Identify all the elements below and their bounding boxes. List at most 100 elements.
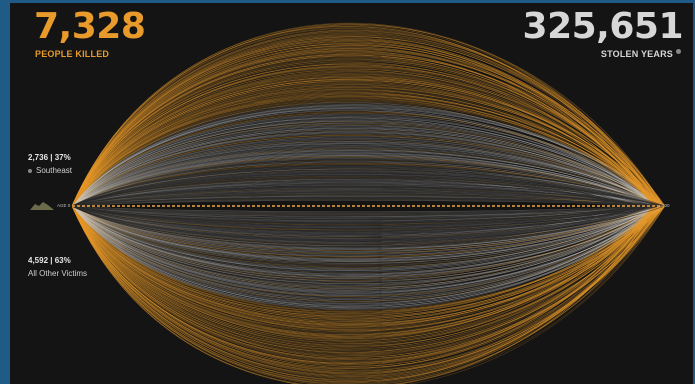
arc-line	[71, 205, 658, 257]
axis-end-label: 100	[662, 203, 670, 208]
arc-line	[71, 205, 650, 224]
arc-line	[71, 205, 658, 263]
arc-line	[71, 205, 656, 286]
arc-line	[71, 71, 665, 207]
arc-line	[71, 205, 665, 358]
arc-line	[71, 117, 656, 207]
arc-line	[71, 44, 662, 207]
arc-line	[71, 137, 659, 207]
arc-line	[71, 205, 658, 344]
arc-line	[71, 150, 661, 207]
arc-line	[71, 115, 660, 207]
arc-line	[71, 177, 631, 207]
arc-line	[71, 140, 660, 207]
arc-line	[71, 64, 655, 207]
arc-line	[71, 128, 658, 207]
arc-line	[71, 109, 656, 207]
arc-line	[71, 136, 661, 207]
arc-line	[71, 205, 658, 323]
info-icon[interactable]	[676, 49, 681, 54]
arc-line	[71, 205, 663, 278]
arc-line	[71, 205, 657, 364]
arc-line	[71, 136, 665, 207]
arc-line	[71, 205, 658, 333]
group-all-other-victims[interactable]: 4,592 | 63% All Other Victims	[28, 254, 87, 280]
arc-line	[71, 205, 657, 291]
arc-line	[71, 57, 660, 207]
arc-line	[71, 205, 655, 348]
arc-line	[71, 173, 652, 207]
arc-line	[71, 123, 656, 207]
arc-line	[71, 152, 656, 207]
arc-line	[71, 205, 664, 266]
arc-line	[71, 205, 664, 313]
arc-line	[71, 188, 649, 207]
arc-line	[71, 148, 660, 207]
arc-line	[71, 97, 656, 207]
arc-line	[71, 205, 656, 322]
arc-line	[71, 134, 662, 207]
arc-line	[71, 205, 656, 329]
arc-flow-chart	[71, 22, 666, 384]
arc-line	[71, 205, 655, 225]
arc-line	[71, 205, 663, 313]
arc-line	[71, 140, 659, 207]
arc-line	[71, 205, 655, 350]
arc-line	[71, 205, 659, 279]
legend-dot-icon	[28, 168, 32, 173]
group-name-row: Southeast	[28, 164, 72, 177]
arc-line	[71, 88, 657, 207]
arc-line	[71, 205, 654, 287]
arc-line	[71, 147, 664, 207]
arc-line	[71, 205, 663, 256]
arc-line	[71, 61, 654, 207]
arc-line	[71, 120, 660, 207]
arc-line	[71, 76, 661, 207]
arc-line	[71, 128, 662, 207]
arc-line	[71, 125, 662, 207]
arc-line	[71, 205, 665, 262]
arc-line	[71, 115, 659, 207]
arc-line	[71, 205, 663, 361]
arc-line	[71, 205, 645, 221]
arc-line	[71, 151, 654, 207]
arc-line	[71, 157, 661, 207]
arc-line	[71, 205, 660, 297]
arc-line	[71, 205, 657, 306]
arc-line	[71, 94, 657, 207]
arc-line	[71, 129, 654, 207]
arc-line	[71, 205, 662, 363]
arc-line	[71, 205, 664, 362]
arc-line	[71, 66, 661, 207]
arc-line	[71, 143, 662, 207]
arc-line	[71, 205, 665, 304]
arc-line	[71, 205, 663, 268]
arc-line	[71, 111, 665, 207]
arc-line	[71, 205, 662, 349]
arc-line	[71, 205, 655, 258]
people-killed-value: 7,328	[34, 6, 146, 47]
arc-line	[71, 104, 666, 207]
arc-line	[71, 193, 660, 207]
arc-line	[71, 205, 654, 305]
arc-line	[71, 205, 626, 241]
arc-line	[71, 156, 658, 207]
arc-line	[71, 189, 661, 207]
arc-line	[71, 145, 665, 207]
arc-line	[71, 89, 663, 207]
arc-line	[71, 72, 658, 207]
arc-line	[71, 205, 658, 356]
group-stat: 2,736 | 37%	[28, 153, 71, 162]
arc-line	[71, 84, 662, 207]
arc-line	[71, 205, 663, 264]
arc-line	[71, 205, 659, 259]
arc-line	[71, 41, 656, 207]
arc-line	[71, 205, 663, 307]
arc-line	[71, 205, 664, 368]
arc-line	[71, 205, 657, 276]
arc-line	[71, 205, 652, 214]
arc-line	[71, 205, 665, 254]
arc-line	[71, 205, 662, 309]
arc-line	[71, 135, 655, 207]
group-southeast[interactable]: 2,736 | 37% Southeast	[28, 151, 72, 177]
